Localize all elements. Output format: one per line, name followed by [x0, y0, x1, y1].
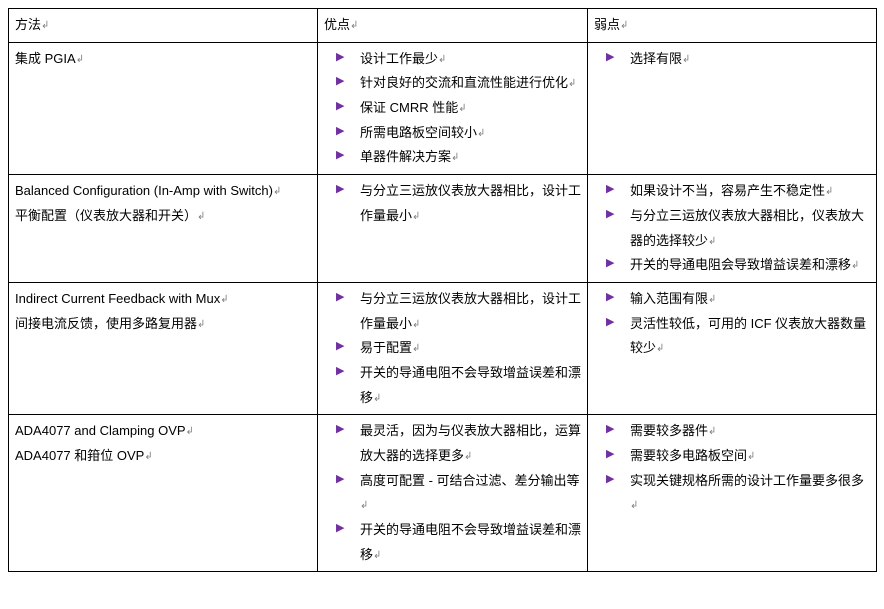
table-row: Balanced Configuration (In-Amp with Swit… [9, 175, 877, 283]
cons-cell: 输入范围有限↲ 灵活性较低，可用的 ICF 仪表放大器数量较少↲ [588, 282, 877, 414]
pros-cell: 设计工作最少↲ 针对良好的交流和直流性能进行优化↲ 保证 CMRR 性能↲ 所需… [318, 42, 588, 174]
method-cell: 集成 PGIA↲ [9, 42, 318, 174]
header-cons: 弱点↲ [588, 9, 877, 43]
cons-cell: 如果设计不当，容易产生不稳定性↲ 与分立三运放仪表放大器相比，仪表放大器的选择较… [588, 175, 877, 283]
method-cell: Indirect Current Feedback with Mux↲ 间接电流… [9, 282, 318, 414]
method-cell: ADA4077 and Clamping OVP↲ ADA4077 和箝位 OV… [9, 415, 318, 572]
pros-cell: 与分立三运放仪表放大器相比，设计工作量最小↲ 易于配置↲ 开关的导通电阻不会导致… [318, 282, 588, 414]
cons-cell: 选择有限↲ [588, 42, 877, 174]
pros-cell: 最灵活，因为与仪表放大器相比，运算放大器的选择更多↲ 高度可配置 - 可结合过滤… [318, 415, 588, 572]
method-cell: Balanced Configuration (In-Amp with Swit… [9, 175, 318, 283]
header-method: 方法↲ [9, 9, 318, 43]
header-pros: 优点↲ [318, 9, 588, 43]
table-row: 集成 PGIA↲ 设计工作最少↲ 针对良好的交流和直流性能进行优化↲ 保证 CM… [9, 42, 877, 174]
comparison-table: 方法↲ 优点↲ 弱点↲ 集成 PGIA↲ 设计工作最少↲ 针对良好的交流和直流性… [8, 8, 877, 572]
table-row: Indirect Current Feedback with Mux↲ 间接电流… [9, 282, 877, 414]
cons-cell: 需要较多器件↲ 需要较多电路板空间↲ 实现关键规格所需的设计工作量要多很多↲ [588, 415, 877, 572]
table-header-row: 方法↲ 优点↲ 弱点↲ [9, 9, 877, 43]
table-row: ADA4077 and Clamping OVP↲ ADA4077 和箝位 OV… [9, 415, 877, 572]
pros-cell: 与分立三运放仪表放大器相比，设计工作量最小↲ [318, 175, 588, 283]
